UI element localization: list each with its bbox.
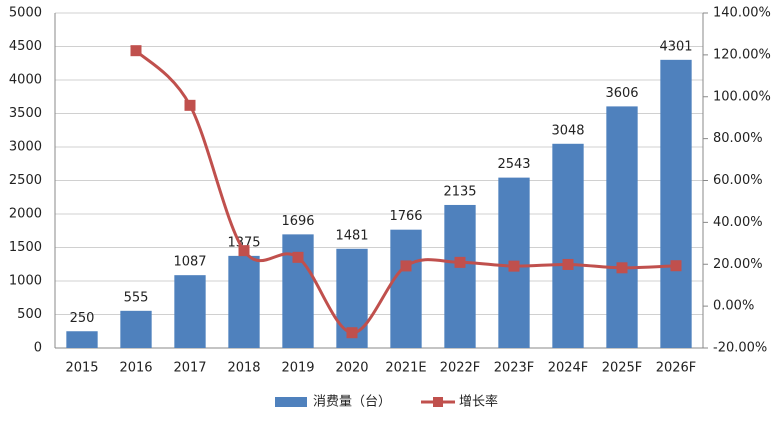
y2-tick-label: -20.00% <box>713 341 767 356</box>
data-label: 3048 <box>551 123 584 138</box>
x-tick-label: 2022F <box>440 361 481 376</box>
data-label: 1766 <box>389 209 422 224</box>
data-label: 1481 <box>335 228 368 243</box>
legend-label: 增长率 <box>459 394 498 410</box>
y-tick-label: 2000 <box>9 207 42 222</box>
y-tick-label: 3000 <box>9 140 42 155</box>
line-marker <box>346 327 358 339</box>
data-label: 2543 <box>497 157 530 172</box>
bar <box>228 255 260 348</box>
line-marker <box>454 256 466 268</box>
y2-tick-label: 40.00% <box>713 215 763 230</box>
bar <box>552 143 584 348</box>
data-label: 3606 <box>605 86 638 101</box>
data-label: 1696 <box>281 214 314 229</box>
y2-tick-label: 20.00% <box>713 257 763 272</box>
line-marker <box>508 260 520 272</box>
data-label: 250 <box>70 311 95 326</box>
data-label: 2135 <box>443 184 476 199</box>
line-marker <box>616 262 628 274</box>
x-tick-label: 2026F <box>656 361 697 376</box>
y2-tick-label: 0.00% <box>713 299 754 314</box>
line-marker <box>130 45 142 57</box>
bar <box>282 234 314 348</box>
data-label: 555 <box>124 290 149 305</box>
y-tick-label: 4500 <box>9 39 42 54</box>
y-tick-label: 5000 <box>9 6 42 21</box>
line-marker <box>562 258 574 270</box>
line-marker <box>292 251 304 263</box>
y2-tick-label: 100.00% <box>713 89 771 104</box>
y2-tick-label: 80.00% <box>713 131 763 146</box>
legend-swatch <box>275 397 307 407</box>
line-marker <box>670 260 682 272</box>
data-label: 4301 <box>659 39 692 54</box>
x-tick-label: 2020 <box>335 361 368 376</box>
x-tick-label: 2015 <box>65 361 98 376</box>
x-tick-label: 2025F <box>602 361 643 376</box>
line-marker <box>184 99 196 111</box>
y-tick-label: 4000 <box>9 73 42 88</box>
line-marker <box>238 245 250 257</box>
bar <box>390 229 422 348</box>
x-tick-label: 2019 <box>281 361 314 376</box>
bar <box>444 204 476 348</box>
x-tick-label: 2018 <box>227 361 260 376</box>
y2-tick-label: 60.00% <box>713 173 763 188</box>
x-tick-label: 2017 <box>173 361 206 376</box>
y2-tick-label: 120.00% <box>713 47 771 62</box>
bar <box>120 310 152 348</box>
legend-label: 消费量（台） <box>313 395 391 410</box>
x-tick-label: 2023F <box>494 361 535 376</box>
y-tick-label: 0 <box>34 341 42 356</box>
y-tick-label: 3500 <box>9 106 42 121</box>
y-tick-label: 1500 <box>9 240 42 255</box>
bar <box>660 59 692 348</box>
bar <box>606 106 638 348</box>
x-tick-label: 2016 <box>119 361 152 376</box>
y-tick-label: 1000 <box>9 274 42 289</box>
y2-tick-label: 140.00% <box>713 6 771 21</box>
x-tick-label: 2021E <box>385 361 426 376</box>
bar <box>174 275 206 348</box>
x-tick-label: 2024F <box>548 361 589 376</box>
bar <box>66 331 98 348</box>
data-label: 1087 <box>173 255 206 270</box>
data-label: 1375 <box>227 235 260 250</box>
line-marker <box>400 260 412 272</box>
legend-swatch <box>433 397 444 407</box>
y-tick-label: 500 <box>17 307 42 322</box>
y-tick-label: 2500 <box>9 173 42 188</box>
